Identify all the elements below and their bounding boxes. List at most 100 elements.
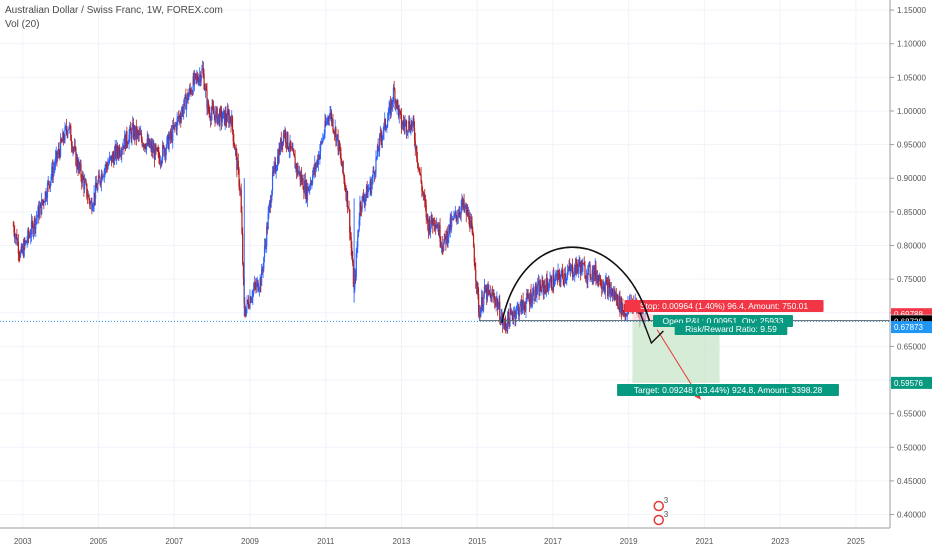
candle-body — [349, 232, 352, 237]
price-axis[interactable]: 1.15000 1.10000 1.05000 1.00000 0.95000 0.900… — [889, 0, 932, 528]
short-position-tool[interactable]: Stop: 0.00964 (1.40%) 96.4, Amount: 750.… — [0, 300, 890, 400]
event-markers[interactable]: 33 — [653, 496, 669, 526]
candle-body — [208, 111, 210, 113]
candle-body — [202, 68, 204, 74]
candle-body — [221, 118, 223, 122]
candle-body — [604, 281, 606, 293]
candle-body — [305, 182, 307, 197]
candle-body — [348, 208, 350, 210]
candle-body — [148, 138, 150, 145]
candle-body — [55, 151, 57, 158]
candle-body — [31, 221, 33, 224]
candle-body — [118, 147, 121, 156]
candle-body — [297, 165, 299, 175]
candle-body — [157, 151, 159, 152]
candle-body — [622, 304, 624, 312]
candle-body — [66, 131, 68, 135]
candle-body — [103, 170, 105, 177]
candle-body — [313, 167, 315, 173]
candle-body — [527, 294, 529, 299]
candle-body — [563, 280, 565, 283]
candle-body — [412, 118, 414, 122]
candle-body — [395, 100, 397, 104]
candle-body — [74, 145, 76, 148]
event-1-icon[interactable] — [653, 500, 664, 512]
candle-body — [357, 236, 359, 248]
candle-body — [605, 280, 607, 282]
candle-body — [283, 133, 285, 136]
candle-body — [355, 252, 357, 277]
candle-body — [429, 226, 432, 232]
candle-body — [434, 225, 436, 226]
candle-body — [25, 241, 27, 243]
candle-body — [306, 186, 309, 201]
candle-body — [343, 173, 345, 179]
candle-body — [233, 141, 235, 145]
candle-body — [361, 196, 363, 210]
candle-body — [568, 265, 570, 271]
risk-reward-label[interactable]: Risk/Reward Ratio: 9.59 — [674, 323, 788, 335]
candle-body — [228, 116, 231, 124]
candle-body — [513, 314, 515, 320]
price-tag-low[interactable]: 0.67873 — [891, 321, 932, 334]
candle-body — [328, 118, 330, 119]
candle-body — [320, 141, 322, 143]
candle-body — [472, 234, 475, 248]
down-arrow[interactable] — [639, 312, 664, 345]
candle-body — [459, 212, 461, 215]
candle-body — [406, 132, 408, 133]
candle-body — [192, 76, 194, 94]
candle-body — [470, 220, 472, 224]
candle-body — [177, 117, 180, 119]
candle-body — [33, 218, 35, 229]
candle-body — [369, 181, 371, 189]
candle-body — [502, 324, 505, 326]
candle-body — [338, 141, 341, 151]
candle-body — [403, 124, 405, 127]
symbol-title[interactable]: Australian Dollar / Swiss Franc, 1W, FOR… — [5, 5, 223, 16]
candle-body — [334, 127, 336, 134]
candle-body — [379, 133, 381, 136]
candle-body — [73, 145, 76, 150]
candle-body — [294, 157, 296, 169]
candle-body — [511, 311, 513, 317]
candle-body — [274, 162, 277, 172]
candle-body — [553, 283, 555, 287]
candle-body — [437, 227, 439, 229]
candle-body — [123, 145, 125, 149]
y-tick-label: 0.45000 — [897, 477, 926, 486]
candle-body — [601, 286, 604, 290]
candle-body — [612, 294, 614, 297]
candle-body — [15, 234, 17, 236]
candle-body — [615, 293, 617, 300]
candle-body — [188, 88, 191, 95]
dome-arc[interactable] — [501, 246, 651, 324]
candle-body — [413, 118, 415, 128]
time-axis[interactable]: 2003 2005 2007 2009 2011 2013 2015 2017 2019 2021… — [0, 527, 890, 546]
candle-body — [436, 225, 438, 229]
candle-body — [49, 181, 51, 188]
candle-body — [510, 311, 513, 313]
event-2-icon[interactable] — [653, 514, 664, 526]
candle-body — [223, 110, 226, 125]
candle-body — [288, 150, 290, 152]
candle-body — [562, 273, 564, 281]
target-label[interactable]: Target: 0.09248 (13.44%) 924.8, Amount: … — [617, 384, 839, 396]
price-tag-target[interactable]: 0.59576 — [891, 376, 932, 389]
candle-body — [619, 295, 621, 312]
candle-body — [464, 207, 466, 209]
candle-body — [148, 138, 151, 147]
candle-body — [416, 145, 418, 159]
volume-indicator-label[interactable]: Vol (20) — [5, 19, 40, 30]
candle-body — [65, 126, 68, 132]
candle-body — [158, 151, 160, 159]
candle-body — [378, 135, 381, 151]
candle-body — [534, 284, 537, 301]
candle-body — [59, 152, 61, 157]
candle-body — [81, 174, 84, 183]
candle-body — [41, 199, 43, 214]
stop-label[interactable]: Stop: 0.00964 (1.40%) 96.4, Amount: 750.… — [624, 300, 824, 312]
candle-body — [474, 262, 476, 270]
candle-body — [134, 127, 136, 138]
